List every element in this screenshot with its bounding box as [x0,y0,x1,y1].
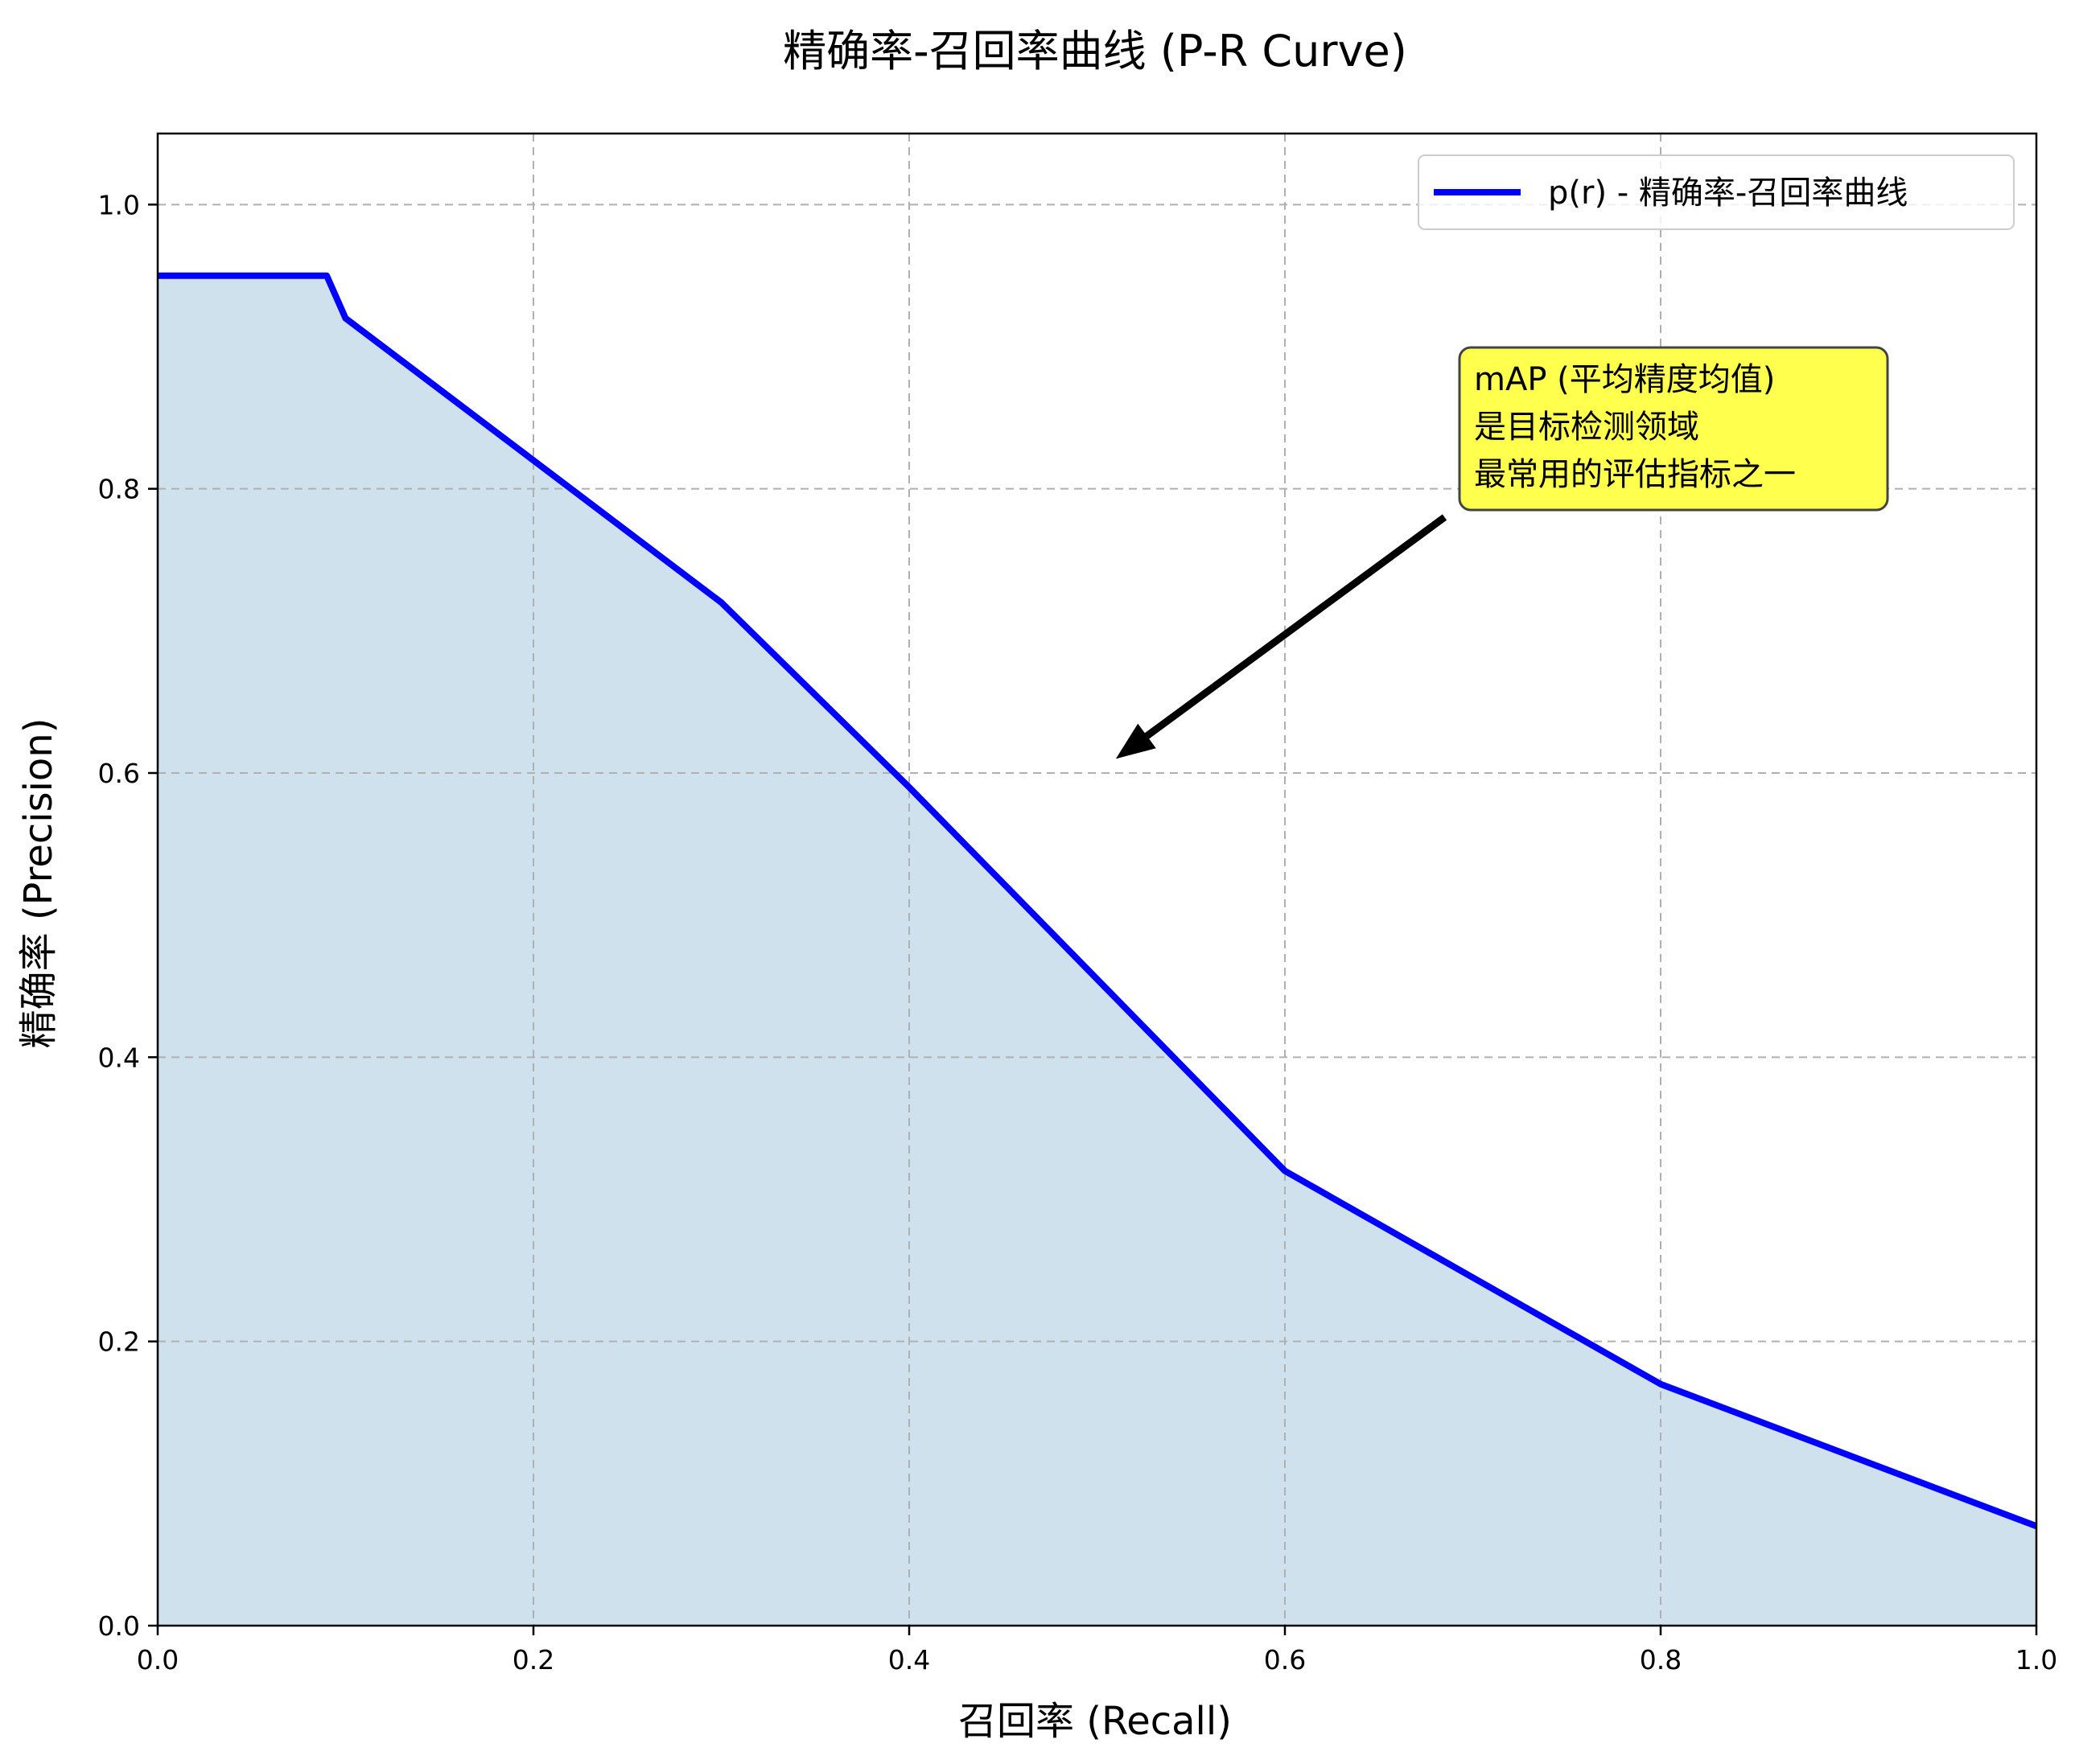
x-axis-ticks: 0.0 0.2 0.4 0.6 0.8 1.0 [137,1626,2057,1676]
axes-frame [156,132,2038,1627]
legend-label: p(r) - 精确率-召回率曲线 [1548,175,1908,212]
y-tick-label: 0.4 [98,1042,140,1073]
y-tick-label: 1.0 [98,189,140,220]
annotation: mAP (平均精度均值) 是目标检测领域 最常用的评估指标之一 [1115,346,1889,759]
x-tick-label: 1.0 [2015,1644,2057,1676]
x-axis-label: 召回率 (Recall) [958,1699,1232,1744]
x-tick-label: 0.0 [137,1644,179,1676]
legend-box [1418,154,2015,230]
annotation-line-1: mAP (平均精度均值) [1474,361,1775,398]
plot-area [158,134,2038,1626]
annotation-arrow-head [1115,723,1156,759]
x-tick-label: 0.4 [888,1644,930,1676]
series-line [158,272,2038,1530]
annotation-line-2: 是目标检测领域 [1474,409,1699,446]
y-tick-label: 0.8 [98,474,140,505]
y-axis-label: 精确率 (Precision) [16,718,61,1049]
legend: p(r) - 精确率-召回率曲线 [1418,154,2015,230]
x-tick-label: 0.6 [1264,1644,1306,1676]
x-tick-label: 0.8 [1640,1644,1682,1676]
y-tick-label: 0.0 [98,1610,140,1642]
y-axis-ticks: 0.0 0.2 0.4 0.6 0.8 1.0 [98,189,158,1642]
x-tick-label: 0.2 [513,1644,554,1676]
area-fill [158,275,2036,1626]
annotation-arrow-shaft [1142,514,1447,741]
y-tick-label: 0.6 [98,758,140,789]
chart-title: 精确率-召回率曲线 (P-R Curve) [783,26,1407,76]
annotation-box [1458,346,1889,512]
y-tick-label: 0.2 [98,1326,140,1358]
annotation-line-3: 最常用的评估指标之一 [1474,456,1796,493]
